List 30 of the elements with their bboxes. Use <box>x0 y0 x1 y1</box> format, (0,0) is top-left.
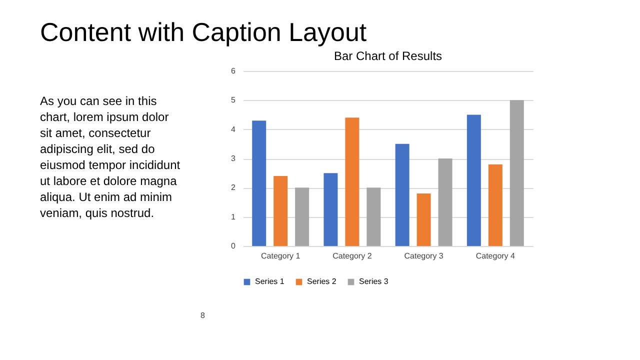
bar <box>488 164 502 246</box>
bar <box>395 144 410 246</box>
bar <box>416 194 431 246</box>
y-tick-label: 2 <box>231 183 236 192</box>
y-tick-label: 5 <box>231 96 236 105</box>
text: Content with Caption Layout <box>40 17 368 47</box>
bar <box>466 114 481 246</box>
bar <box>295 188 310 246</box>
legend-label: Series 3 <box>359 277 389 286</box>
y-tick-label: 3 <box>231 154 236 163</box>
bar <box>510 100 524 246</box>
legend-label: Series 2 <box>307 277 337 286</box>
y-tick-label: 4 <box>231 124 236 134</box>
x-tick-label: Category 2 <box>332 252 372 260</box>
chart-title: Bar Chart of Results <box>334 49 442 63</box>
x-tick-label: Category 3 <box>404 252 444 260</box>
bar <box>252 120 266 246</box>
y-tick-label: 1 <box>231 212 236 222</box>
legend-label: Series 1 <box>255 277 285 286</box>
bar <box>274 176 288 246</box>
text: As you can see in this chart, lorem ipsum dolor sit amet, consectetur adipiscing elit, sed do eiusmod tempor incididunt ut labore et dolore magna aliqua. Ut enim ad minim veniam, quis nostrud. <box>40 94 181 220</box>
y-tick-label: 0 <box>231 242 236 250</box>
bar <box>345 118 360 246</box>
x-tick-label: Category 4 <box>476 252 516 260</box>
text: 8 <box>200 311 206 320</box>
x-tick-label: Category 1 <box>261 252 301 260</box>
y-tick-label: 6 <box>231 66 236 76</box>
bar <box>324 173 338 246</box>
bar <box>366 188 381 246</box>
bar <box>438 158 452 246</box>
